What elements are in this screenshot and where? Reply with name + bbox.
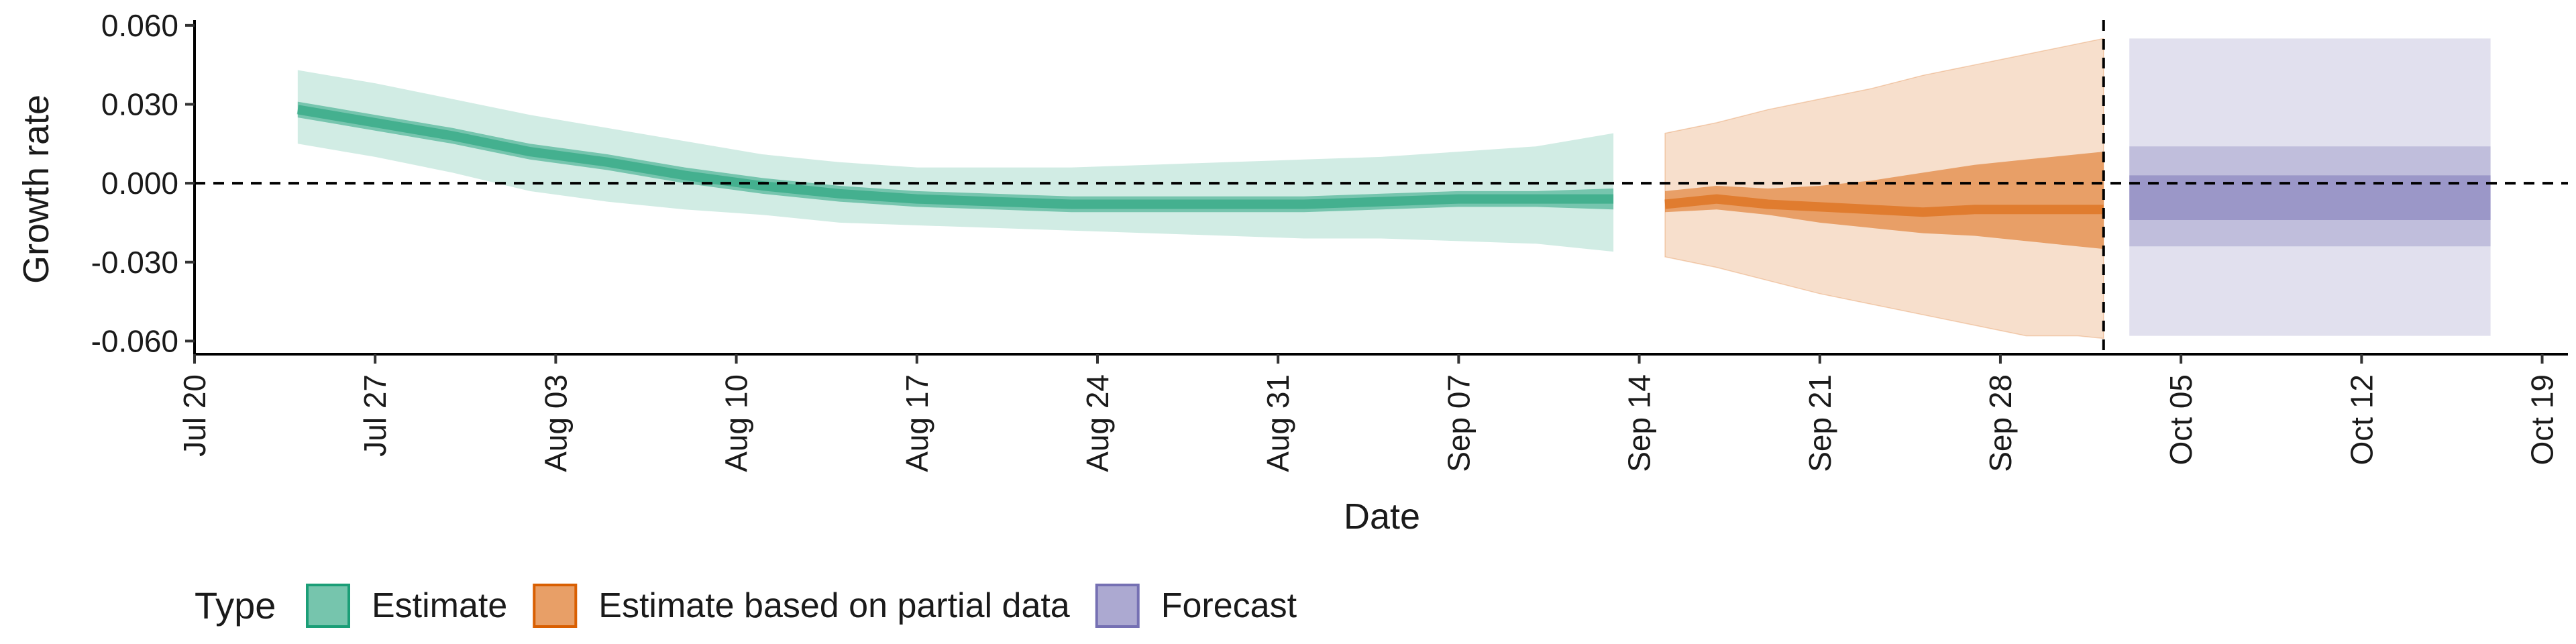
- series-forecast: [2129, 38, 2491, 336]
- reference-lines: [195, 20, 2568, 354]
- axes: -0.060 -0.030 0.000 0.030 0.060 Jul 20 Jul 27 A…: [91, 8, 2568, 472]
- y-tick-label: -0.030: [91, 245, 178, 280]
- legend-swatch-forecast: [1095, 584, 1140, 628]
- y-tick-label: -0.060: [91, 323, 178, 358]
- x-tick-label: Oct 19: [2525, 374, 2560, 466]
- y-tick-label: 0.000: [101, 166, 178, 201]
- forecast-50-band: [2129, 175, 2491, 220]
- x-tick-label: Sep 21: [1803, 374, 1837, 472]
- x-tick-label: Jul 20: [177, 374, 212, 457]
- y-tick-label: 0.060: [101, 8, 178, 43]
- y-axis-title: Growth rate: [16, 95, 56, 284]
- estimate-based-on-partial-data-50-band: [1665, 152, 2104, 250]
- series-estimate: [297, 70, 1614, 252]
- estimate-90-band: [297, 70, 1614, 252]
- legend-swatch-estimate: [306, 584, 350, 628]
- legend-label-estimate: Estimate: [372, 586, 507, 625]
- x-tick-label: Aug 03: [538, 374, 573, 472]
- legend-label-forecast: Forecast: [1161, 586, 1297, 625]
- legend: Type Estimate Estimate based on partial d…: [195, 584, 1297, 628]
- x-tick-label: Aug 31: [1260, 374, 1295, 472]
- x-tick-label: Jul 27: [358, 374, 392, 457]
- estimate-based-on-partial-data-median-line: [1664, 194, 2104, 217]
- x-axis-title: Date: [1344, 496, 1420, 537]
- uncertainty-bands: [297, 38, 2491, 339]
- y-tick-label: 0.030: [101, 87, 178, 121]
- legend-label-estimate-based-on-partial-data: Estimate based on partial data: [598, 586, 1070, 625]
- x-tick-label: Aug 10: [719, 374, 754, 472]
- series-estimate-based-on-partial-data: [1664, 38, 2104, 339]
- x-tick-label: Sep 07: [1441, 374, 1476, 472]
- x-tick-label: Aug 24: [1080, 374, 1115, 472]
- legend-swatch-estimate-based-on-partial-data: [533, 584, 578, 628]
- x-tick-label: Sep 14: [1622, 374, 1657, 472]
- x-tick-label: Aug 17: [900, 374, 934, 472]
- x-tick-label: Sep 28: [1983, 374, 2018, 472]
- estimate-median-line: [297, 105, 1614, 209]
- x-tick-label: Oct 05: [2163, 374, 2198, 466]
- legend-title: Type: [195, 584, 276, 627]
- x-tick-label: Oct 12: [2344, 374, 2379, 466]
